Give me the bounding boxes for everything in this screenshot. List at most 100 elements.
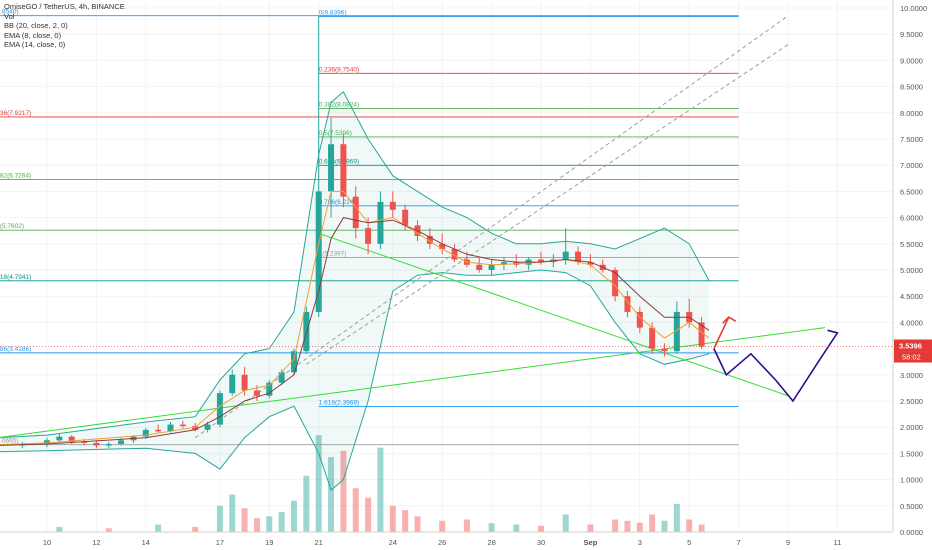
- candle-body: [241, 374, 248, 391]
- fib-level-label: 0.236(7.9217): [0, 110, 31, 117]
- y-tick-label: 6.5000: [900, 187, 923, 196]
- y-tick-label: 0.5000: [900, 502, 923, 511]
- red-arrow-head: [722, 316, 737, 324]
- volume-bar: [624, 520, 631, 532]
- volume-bar: [365, 497, 372, 532]
- candle-body: [538, 259, 544, 263]
- green-trend-line: [0, 327, 826, 438]
- ema-layer: [0, 190, 710, 446]
- candle-body: [451, 249, 458, 260]
- x-tick-label: 26: [438, 538, 446, 547]
- candle-body: [340, 144, 347, 197]
- x-tick-label: 24: [389, 538, 397, 547]
- indicator-bb: BB (20, close, 2, 0): [4, 21, 68, 30]
- current-price-text: 3.5396: [899, 342, 922, 351]
- candle-body: [253, 390, 260, 396]
- candle-body: [105, 443, 112, 446]
- y-tick-label: 4.5000: [900, 292, 923, 301]
- volume-bar: [291, 500, 297, 532]
- y-tick-label: 8.0000: [900, 109, 923, 118]
- candle-body: [439, 243, 446, 250]
- projection-path: [713, 329, 839, 403]
- countdown-tag: [894, 351, 932, 363]
- volume-bar: [303, 475, 310, 532]
- candle-body: [612, 270, 619, 297]
- candle-body: [328, 144, 335, 192]
- fib-level-label: 0.382(6.7264): [0, 173, 31, 180]
- volume-bar: [266, 516, 273, 532]
- volume-bar: [414, 516, 421, 532]
- x-tick-label: 5: [687, 538, 691, 547]
- indicator-vol: Vol: [4, 11, 15, 21]
- candle-body: [649, 327, 656, 349]
- volume-bar: [686, 519, 693, 532]
- volume-bar: [439, 520, 446, 532]
- candle-body: [155, 429, 162, 432]
- candle-body: [575, 251, 582, 263]
- y-tick-label: 2.0000: [900, 423, 923, 432]
- volume-bar: [488, 523, 495, 532]
- volume-layer: [56, 435, 705, 532]
- chart-legend: OmiseGO / TetherUS, 4h, BINANCE Vol BB (…: [4, 2, 125, 50]
- candle-body: [500, 262, 507, 265]
- x-tick-label: 3: [638, 538, 642, 547]
- candle-body: [402, 209, 409, 226]
- volume-bar: [216, 505, 223, 532]
- x-tick-label: 14: [142, 538, 150, 547]
- volume-bar: [636, 522, 643, 532]
- countdown-text: 58:02: [902, 353, 921, 362]
- volume-bar: [155, 524, 162, 532]
- volume-bar: [328, 457, 335, 532]
- fib-level-label: 0(9.8396): [319, 9, 347, 16]
- fib-level-label: 0.236(8.7540): [319, 66, 359, 73]
- candle-body: [315, 191, 322, 312]
- y-tick-label: 7.5000: [900, 135, 923, 144]
- y-tick-label: 4.0000: [900, 318, 923, 327]
- y-tick-label: 10.0000: [900, 4, 927, 13]
- ema14-line: [0, 217, 710, 446]
- fib-level-label: 0.786(6.2240): [319, 199, 359, 206]
- y-tick-label: 9.5000: [900, 30, 923, 39]
- volume-bar: [241, 508, 248, 532]
- candle-body: [44, 440, 50, 444]
- candle-body: [291, 351, 297, 373]
- fib-level-label: 1(5.2397): [319, 250, 347, 257]
- fib-level-label: 0.618(6.9969): [319, 158, 359, 165]
- x-tick-label: Sep: [584, 538, 598, 547]
- candle-body: [167, 424, 174, 432]
- x-tick-label: 12: [92, 538, 100, 547]
- volume-bar: [538, 525, 544, 532]
- candle-body: [266, 382, 273, 396]
- volume-bar: [377, 447, 384, 532]
- volume-bar: [649, 514, 656, 532]
- candle-body: [636, 311, 643, 328]
- candle-body: [56, 436, 63, 441]
- y-tick-label: 9.0000: [900, 56, 923, 65]
- x-tick-label: 9: [786, 538, 790, 547]
- y-tick-label: 0.0000: [900, 528, 923, 537]
- x-tick-label: 21: [315, 538, 323, 547]
- y-tick-label: 7.0000: [900, 161, 923, 170]
- candle-body: [278, 372, 285, 383]
- volume-bar: [315, 435, 322, 532]
- volume-bar: [389, 505, 396, 532]
- fib-level-label: 0.5(5.7602): [0, 223, 24, 230]
- candle-body: [389, 201, 396, 210]
- fib-level-label: 1.618(2.3969): [319, 399, 359, 406]
- y-tick-label: 5.0000: [900, 266, 923, 275]
- candle-body: [229, 374, 236, 394]
- x-tick-label: 10: [43, 538, 51, 547]
- indicator-ema14: EMA (14, close, 0): [4, 40, 66, 49]
- y-tick-label: 8.5000: [900, 83, 923, 92]
- y-tick-label: 1.5000: [900, 449, 923, 458]
- candle-body: [179, 424, 186, 427]
- volume-bar: [612, 519, 619, 532]
- volume-bar: [56, 527, 63, 532]
- candle-body: [93, 442, 100, 446]
- candle-body: [476, 264, 483, 270]
- grid-layer: [0, 0, 893, 533]
- candle-body: [192, 426, 199, 430]
- volume-bar: [513, 524, 520, 532]
- bb-fill: [0, 91, 709, 491]
